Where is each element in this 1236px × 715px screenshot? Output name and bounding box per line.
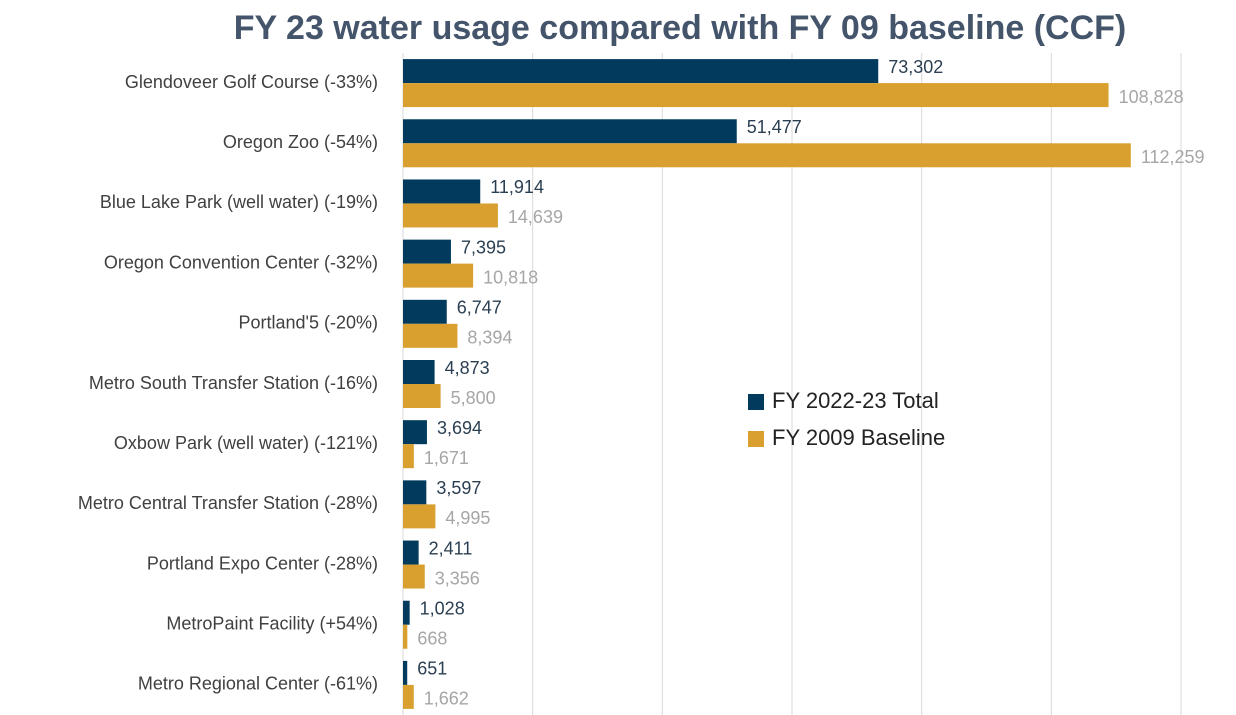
bar (403, 323, 458, 348)
value-label: 4,873 (445, 358, 490, 378)
value-label: 3,694 (437, 418, 482, 438)
y-tick-label: Glendoveer Golf Course (-33%) (125, 72, 378, 92)
value-label: 1,662 (424, 689, 469, 709)
bar (403, 239, 451, 264)
bar (403, 540, 419, 565)
value-label: 10,818 (483, 267, 538, 287)
legend-swatch (748, 394, 764, 410)
bar (403, 420, 427, 445)
legend-label: FY 2009 Baseline (772, 425, 945, 450)
bar (403, 299, 447, 324)
value-label: 5,800 (451, 388, 496, 408)
value-label: 1,028 (420, 598, 465, 618)
bar (403, 179, 481, 204)
value-label: 108,828 (1119, 87, 1184, 107)
y-tick-label: Oregon Convention Center (-32%) (104, 252, 378, 272)
value-label: 8,394 (467, 328, 512, 348)
value-label: 4,995 (445, 508, 490, 528)
y-tick-label: Portland Expo Center (-28%) (147, 553, 378, 573)
value-label: 11,914 (490, 177, 544, 197)
y-tick-label: Oxbow Park (well water) (-121%) (114, 433, 378, 453)
value-label: 3,597 (436, 478, 481, 498)
bar (403, 504, 436, 529)
value-label: 6,747 (457, 298, 502, 318)
y-tick-label: Metro South Transfer Station (-16%) (89, 373, 378, 393)
value-label: 73,302 (888, 57, 943, 77)
value-label: 668 (417, 628, 447, 648)
bar (403, 684, 414, 709)
bar (403, 143, 1131, 168)
y-tick-label: Metro Regional Center (-61%) (138, 674, 378, 694)
bar (403, 624, 408, 649)
y-tick-label: Portland'5 (-20%) (239, 313, 379, 333)
bar (403, 564, 425, 589)
bar (403, 444, 414, 469)
value-label: 2,411 (429, 538, 473, 558)
value-label: 651 (417, 659, 447, 679)
value-label: 112,259 (1141, 147, 1205, 167)
bar (403, 480, 427, 505)
value-label: 14,639 (508, 207, 563, 227)
chart-title: FY 23 water usage compared with FY 09 ba… (234, 9, 1126, 47)
bar (403, 384, 441, 408)
y-tick-label: MetroPaint Facility (+54%) (166, 613, 378, 633)
bar (403, 660, 408, 685)
bar (403, 83, 1109, 108)
bar (403, 263, 474, 288)
legend-swatch (748, 431, 764, 447)
y-tick-label: Metro Central Transfer Station (-28%) (78, 493, 378, 513)
value-label: 3,356 (435, 568, 480, 588)
value-label: 7,395 (461, 237, 506, 257)
bar (403, 203, 498, 228)
value-label: 51,477 (747, 117, 802, 137)
bar (403, 600, 410, 625)
bar (403, 360, 435, 384)
legend-label: FY 2022-23 Total (772, 388, 939, 413)
y-tick-label: Blue Lake Park (well water) (-19%) (100, 192, 378, 212)
bar (403, 119, 737, 144)
y-tick-label: Oregon Zoo (-54%) (223, 132, 378, 152)
value-label: 1,671 (424, 448, 469, 468)
bar (403, 59, 879, 84)
